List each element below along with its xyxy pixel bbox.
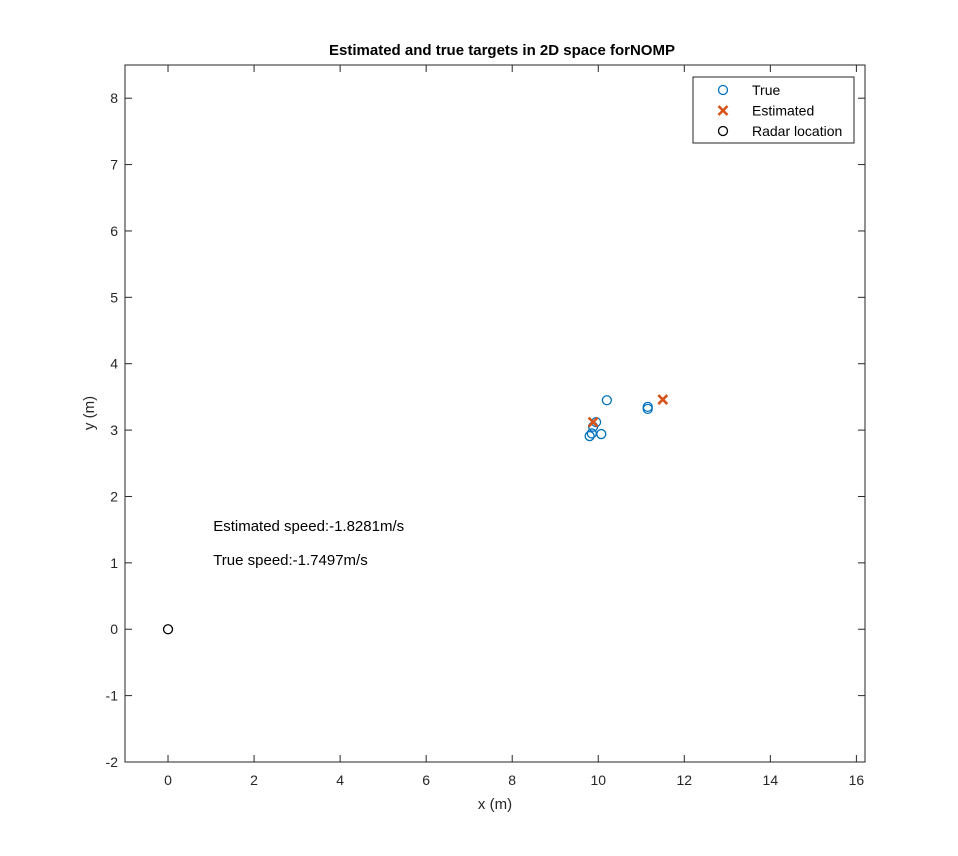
true-point: [642, 403, 653, 415]
y-tick-label: -2: [106, 754, 119, 770]
legend-box: [692, 76, 855, 144]
legend-marker-true: [717, 84, 729, 96]
annotations: Estimated speed:-1.8281m/s True speed:-1.…: [213, 518, 404, 569]
y-tick-label: -1: [106, 688, 119, 704]
x-tick-label: 12: [677, 772, 693, 788]
plot-area: [124, 64, 866, 763]
y-tick-label: 5: [110, 289, 118, 305]
y-tick-label: 8: [110, 90, 118, 106]
y-tick-label: 6: [110, 223, 118, 239]
legend-marker-estimated: [717, 105, 729, 116]
legend-label-radar-location: Radar location: [752, 123, 842, 139]
x-tick-label: 14: [763, 772, 779, 788]
legend: True Estimated Radar location: [692, 76, 855, 144]
y-tick-label: 3: [110, 422, 118, 438]
y-tick-label: 2: [110, 488, 118, 504]
x-tick-label: 16: [849, 772, 865, 788]
legend-marker-radar-location: [717, 125, 729, 137]
y-tick-label: 4: [110, 356, 118, 372]
y-tick-label: 0: [110, 621, 118, 637]
legend-label-estimated: Estimated: [752, 103, 814, 119]
x-axis-label: x (m): [478, 796, 512, 813]
x-tick-label: 0: [164, 772, 172, 788]
chart-title: Estimated and true targets in 2D space f…: [329, 42, 675, 59]
true-point: [584, 430, 595, 442]
x-tick-label: 6: [422, 772, 430, 788]
radar-location-point: [162, 624, 174, 635]
true-point: [601, 395, 613, 406]
x-tick-label: 4: [336, 772, 344, 788]
x-tick-label: 8: [508, 772, 516, 788]
x-tick-label: 2: [250, 772, 258, 788]
estimated-point: [657, 394, 669, 405]
y-axis-label: y (m): [81, 396, 98, 430]
speed-annotation: True speed:-1.7497m/s: [213, 552, 368, 569]
y-tick-label: 7: [110, 157, 118, 173]
estimated-point: [587, 416, 599, 428]
legend-label-true: True: [752, 82, 780, 98]
x-tick-label: 10: [590, 772, 606, 788]
speed-annotation: Estimated speed:-1.8281m/s: [213, 518, 404, 535]
data-marks: [162, 394, 669, 635]
true-point: [596, 428, 607, 440]
y-tick-label: 1: [110, 555, 118, 571]
